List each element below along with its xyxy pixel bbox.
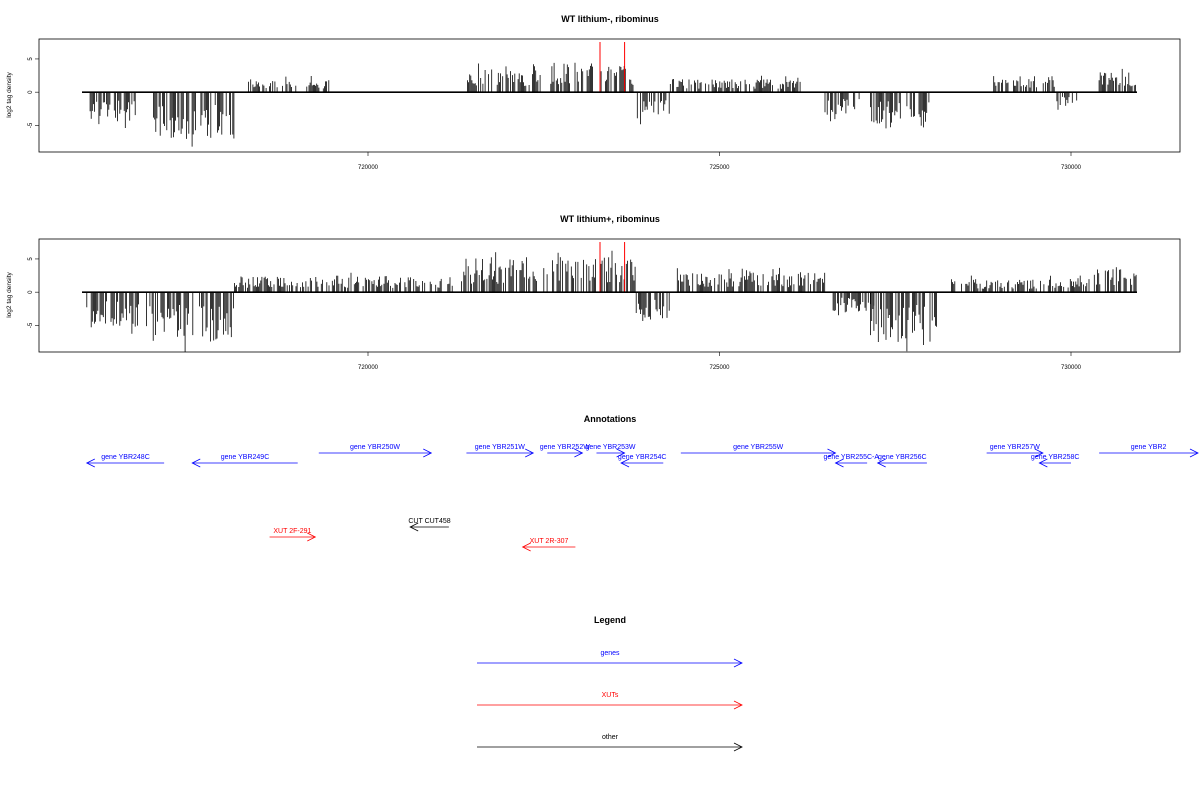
x-axis: 720000 725000 730000	[358, 152, 1082, 171]
annotation-label: gene YBR251W	[475, 444, 525, 451]
y-tick-label: 0	[28, 290, 34, 294]
y-tick-label: 5	[28, 57, 34, 61]
y-tick: 0	[28, 290, 39, 294]
annotation-label: gene YBR252W	[540, 444, 590, 451]
annotations-track: Annotations gene YBR248C gene YBR249C ge…	[85, 414, 1199, 552]
y-tick-label: -5	[28, 122, 34, 128]
x-axis: 720000 725000 730000	[358, 352, 1082, 371]
x-tick: 720000	[358, 352, 379, 371]
bar-series	[89, 62, 1136, 147]
plot-frame	[38, 238, 1181, 353]
y-axis-label: log2 tag density	[6, 271, 13, 317]
x-tick: 730000	[1061, 152, 1082, 171]
x-tick-label: 730000	[1061, 365, 1082, 371]
annotation-arrow: gene YBR251W	[466, 444, 535, 458]
annotation-label: gene YBR2	[1131, 444, 1167, 451]
annotation-label: gene YBR253W	[585, 444, 635, 451]
annotation-arrow: CUT CUT458	[408, 518, 451, 532]
legend: Legend genes XUTs other	[477, 615, 743, 752]
annotation-label: CUT CUT458	[408, 518, 450, 525]
legend-item-other: other	[477, 734, 743, 752]
marker-lines	[599, 42, 626, 93]
legend-items: genes XUTs other	[477, 650, 743, 752]
annotation-arrow: gene YBR254C	[618, 454, 667, 468]
legend-label: other	[602, 734, 619, 741]
annotation-arrow: gene YBR255W	[680, 444, 837, 458]
annotation-arrow: gene YBR258C	[1031, 454, 1080, 468]
y-tick: 5	[28, 57, 39, 61]
annotation-label: gene YBR257W	[990, 444, 1040, 451]
annotations-title: Annotations	[584, 414, 637, 424]
plot-title: WT lithium+, ribominus	[560, 214, 660, 224]
marker-lines	[599, 242, 626, 293]
annotation-arrow: gene YBR248C	[85, 454, 165, 468]
y-tick: 0	[28, 90, 39, 94]
y-axis: -5 0 5	[28, 257, 39, 328]
x-tick: 725000	[709, 352, 730, 371]
plot-frame	[38, 38, 1181, 153]
plot-title: WT lithium-, ribominus	[561, 14, 659, 24]
y-tick: 5	[28, 257, 39, 261]
annotation-label: XUT 2F-291	[273, 528, 311, 535]
annotation-arrow: gene YBR255C-A	[824, 454, 880, 468]
y-tick-label: 0	[28, 90, 34, 94]
legend-title: Legend	[594, 615, 626, 625]
y-axis-label: log2 tag density	[6, 71, 13, 117]
x-tick-label: 720000	[358, 365, 379, 371]
x-tick-label: 725000	[709, 365, 730, 371]
x-tick-label: 730000	[1061, 165, 1082, 171]
legend-label: XUTs	[602, 692, 619, 699]
annotation-arrow: gene YBR252W	[540, 444, 590, 458]
x-tick-label: 720000	[358, 165, 379, 171]
x-tick: 720000	[358, 152, 379, 171]
y-tick-label: 5	[28, 257, 34, 261]
annotation-label: gene YBR254C	[618, 454, 667, 461]
x-tick: 725000	[709, 152, 730, 171]
annotation-label: gene YBR248C	[101, 454, 150, 461]
legend-item-genes: genes	[477, 650, 743, 668]
x-tick: 730000	[1061, 352, 1082, 371]
y-axis: -5 0 5	[28, 57, 39, 128]
annotation-arrow: gene YBR249C	[191, 454, 298, 468]
x-tick-label: 725000	[709, 165, 730, 171]
legend-item-xuts: XUTs	[477, 692, 743, 710]
annotation-label: gene YBR255C-A	[824, 454, 880, 461]
y-tick-label: -5	[28, 322, 34, 328]
legend-label: genes	[600, 650, 620, 657]
annotation-arrow: gene YBR2	[1099, 444, 1199, 458]
annotation-arrow: gene YBR256C	[876, 454, 927, 468]
bar-series	[86, 250, 1137, 352]
y-tick: -5	[28, 322, 39, 328]
annotation-arrow: XUT 2F-291	[269, 528, 317, 542]
y-tick: -5	[28, 122, 39, 128]
annotation-items: gene YBR248C gene YBR249C gene YBR250W g…	[85, 444, 1199, 552]
annotation-label: gene YBR255W	[733, 444, 783, 451]
track-plot-lithium-minus: WT lithium-, ribominus log2 tag density …	[6, 14, 1181, 171]
annotation-label: gene YBR250W	[350, 444, 400, 451]
annotation-arrow: gene YBR257W	[986, 444, 1044, 458]
annotation-arrow: gene YBR253W	[585, 444, 636, 458]
annotation-arrow: gene YBR250W	[318, 444, 433, 458]
annotation-label: gene YBR249C	[221, 454, 270, 461]
annotation-arrow: XUT 2R-307	[521, 538, 576, 552]
annotation-label: XUT 2R-307	[530, 538, 569, 545]
annotation-label: gene YBR258C	[1031, 454, 1080, 461]
annotation-label: gene YBR256C	[878, 454, 927, 461]
track-plot-lithium-plus: WT lithium+, ribominus log2 tag density …	[6, 214, 1181, 371]
